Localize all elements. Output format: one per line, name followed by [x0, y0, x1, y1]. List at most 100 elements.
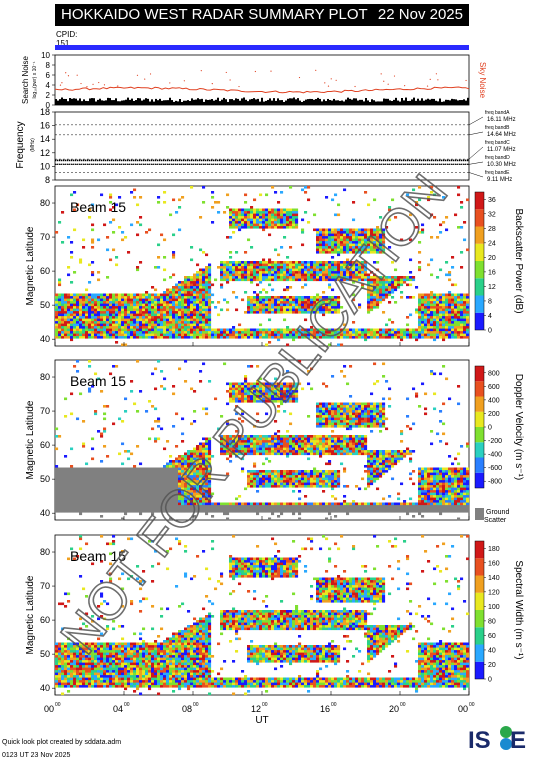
data-cell — [70, 331, 74, 334]
data-cell — [250, 328, 254, 332]
data-cell — [433, 321, 437, 324]
data-cell — [334, 271, 338, 274]
data-cell — [70, 303, 74, 307]
data-cell — [121, 293, 125, 297]
data-cell — [109, 507, 113, 511]
data-cell — [436, 298, 440, 302]
data-cell — [268, 268, 272, 272]
data-cell — [304, 333, 308, 337]
data-cell — [136, 293, 140, 297]
data-cell — [100, 316, 104, 319]
data-cell — [190, 482, 194, 486]
data-cell — [175, 480, 179, 483]
data-cell — [109, 470, 113, 473]
data-cell — [250, 268, 254, 272]
data-cell — [151, 331, 155, 334]
data-cell — [340, 271, 344, 274]
data-cell — [445, 318, 449, 322]
data-cell — [247, 336, 251, 339]
data-cell — [196, 331, 200, 334]
data-cell — [370, 328, 374, 332]
data-cell — [388, 246, 392, 249]
data-cell — [64, 505, 68, 508]
data-cell — [160, 482, 164, 486]
data-cell — [220, 263, 224, 267]
data-cell — [367, 243, 371, 247]
data-cell — [412, 296, 416, 299]
data-cell — [55, 306, 59, 309]
data-cell — [370, 286, 374, 289]
data-cell — [178, 367, 182, 371]
data-cell — [97, 293, 101, 297]
data-cell — [427, 303, 431, 307]
sky-noise-point — [67, 75, 70, 77]
data-cell — [91, 261, 95, 264]
data-cell — [94, 410, 98, 413]
data-cell — [178, 286, 182, 289]
data-cell — [355, 266, 359, 269]
data-cell — [364, 331, 368, 334]
sky-noise-point — [327, 85, 330, 87]
sky-noise-label: Sky Noise — [478, 62, 487, 99]
data-cell — [112, 495, 116, 498]
data-cell — [409, 258, 413, 262]
data-cell — [166, 288, 170, 292]
data-cell — [190, 472, 194, 476]
data-cell — [124, 475, 128, 478]
data-cell — [241, 261, 245, 264]
data-cell — [199, 452, 203, 456]
data-cell — [130, 500, 134, 503]
data-cell — [103, 500, 107, 503]
cpid-label-text: CPID: — [56, 30, 78, 39]
data-cell — [169, 316, 173, 319]
data-cell — [61, 475, 65, 478]
data-cell — [418, 301, 422, 304]
data-cell — [325, 196, 329, 199]
data-cell — [253, 298, 257, 302]
data-cell — [442, 318, 446, 322]
data-cell — [151, 333, 155, 337]
data-cell — [148, 311, 152, 314]
data-cell — [160, 306, 164, 309]
data-cell — [199, 472, 203, 476]
data-cell — [115, 365, 119, 368]
data-cell — [61, 293, 65, 297]
data-cell — [166, 477, 170, 481]
data-cell — [145, 490, 149, 493]
data-cell — [445, 308, 449, 312]
data-cell — [364, 266, 368, 269]
data-cell — [289, 268, 293, 272]
data-cell — [76, 487, 80, 491]
data-cell — [202, 268, 206, 272]
data-cell — [382, 288, 386, 292]
data-cell — [112, 218, 116, 222]
data-cell — [157, 336, 161, 339]
frequency-sample — [299, 159, 301, 162]
data-cell — [190, 477, 194, 481]
data-cell — [130, 490, 134, 493]
data-cell — [337, 311, 341, 314]
data-cell — [142, 303, 146, 307]
data-cell — [121, 475, 125, 478]
data-cell — [169, 311, 173, 314]
data-cell — [130, 308, 134, 312]
data-cell — [172, 460, 176, 463]
data-cell — [178, 311, 182, 314]
data-cell — [178, 298, 182, 302]
data-cell — [121, 311, 125, 314]
data-cell — [364, 233, 368, 237]
data-cell — [313, 306, 317, 309]
frequency-sample — [439, 159, 441, 162]
data-cell — [184, 283, 188, 287]
data-cell — [433, 311, 437, 314]
data-cell — [202, 333, 206, 337]
search-noise-bar — [369, 101, 371, 105]
data-cell — [148, 326, 152, 329]
data-cell — [115, 482, 119, 486]
data-cell — [100, 497, 104, 501]
data-cell — [61, 510, 65, 513]
data-cell — [169, 328, 173, 332]
data-cell — [226, 278, 230, 282]
data-cell — [286, 263, 290, 267]
data-cell — [412, 276, 416, 279]
